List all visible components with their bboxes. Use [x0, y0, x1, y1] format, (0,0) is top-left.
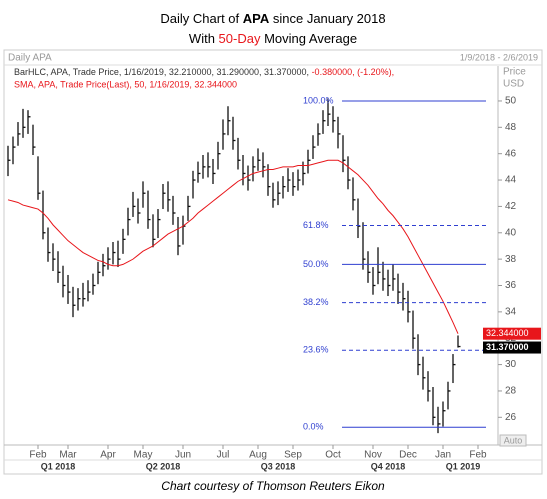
x-tick-label: Jun: [175, 450, 191, 461]
y-tick-label: 38: [505, 254, 517, 265]
legend-change: -0.380000, (-1.20%),: [312, 67, 395, 77]
title-part: APA: [243, 11, 270, 26]
fib-label: 0.0%: [303, 422, 324, 432]
legend-bars: BarHLC, APA, Trade Price, 1/16/2019, 32.…: [14, 67, 394, 77]
y-axis-label: USD: [503, 79, 524, 90]
date-range: 1/9/2018 - 2/6/2019: [460, 52, 538, 62]
y-tick-label: 42: [505, 201, 517, 212]
y-tick-label: 36: [505, 280, 517, 291]
close-value-box: [483, 341, 541, 354]
auto-button[interactable]: [499, 434, 527, 447]
chart-subtitle: With 50-Day Moving Average: [189, 31, 357, 46]
y-tick-label: 30: [505, 359, 517, 370]
x-tick-label: Jan: [435, 450, 451, 461]
y-tick-label: 40: [505, 227, 517, 238]
legend-sma: SMA, APA, Trade Price(Last), 50, 1/16/20…: [14, 79, 237, 89]
x-tick-label: May: [134, 450, 153, 461]
x-tick-label: Oct: [325, 450, 341, 461]
x-tick-label: Feb: [29, 450, 47, 461]
quarter-label: Q2 2018: [146, 461, 181, 471]
fib-label: 61.8%: [303, 220, 329, 230]
quarter-label: Q1 2019: [446, 461, 481, 471]
title-part: Daily Chart of: [160, 11, 242, 26]
subtitle-part: 50-Day: [219, 31, 261, 46]
close-value-label: 31.370000: [486, 342, 529, 352]
sma-value-box: [483, 327, 541, 340]
x-tick-label: Mar: [59, 450, 77, 461]
y-tick-label: 44: [505, 175, 517, 186]
fib-label: 50.0%: [303, 259, 329, 269]
y-tick-label: 46: [505, 148, 517, 159]
quarter-label: Q3 2018: [261, 461, 296, 471]
x-tick-label: Nov: [364, 450, 382, 461]
y-axis-label: Price: [503, 67, 526, 78]
subtitle-part: Moving Average: [260, 31, 357, 46]
title-part: since January 2018: [269, 11, 385, 26]
x-tick-label: Feb: [469, 450, 487, 461]
panel-frame: [3, 49, 543, 475]
fib-label: 38.2%: [303, 297, 329, 307]
x-tick-label: Sep: [284, 450, 302, 461]
subtitle-part: With: [189, 31, 219, 46]
x-tick-label: Dec: [399, 450, 417, 461]
y-tick-label: 34: [505, 307, 517, 318]
x-tick-label: Jul: [217, 450, 230, 461]
fib-label: 23.6%: [303, 345, 329, 355]
panel-label: Daily APA: [8, 53, 52, 64]
x-tick-label: Apr: [100, 450, 116, 461]
y-tick-label: 26: [505, 412, 517, 423]
auto-label[interactable]: Auto: [504, 435, 523, 445]
x-tick-label: Aug: [249, 450, 267, 461]
y-tick-label: 48: [505, 122, 517, 133]
y-tick-label: 28: [505, 386, 517, 397]
fib-label: 100.0%: [303, 95, 334, 105]
footer: Chart courtesy of Thomson Reuters Eikon: [161, 479, 385, 493]
sma-line: [7, 159, 459, 334]
y-tick-label: 50: [505, 96, 517, 107]
chart-title: Daily Chart of APA since January 2018: [160, 11, 385, 26]
sma-value-label: 32.344000: [486, 328, 529, 338]
legend-text: BarHLC, APA, Trade Price, 1/16/2019, 32.…: [14, 67, 312, 77]
quarter-label: Q4 2018: [371, 461, 406, 471]
quarter-label: Q1 2018: [41, 461, 76, 471]
